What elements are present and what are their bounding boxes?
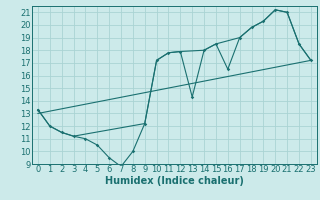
X-axis label: Humidex (Indice chaleur): Humidex (Indice chaleur) [105,176,244,186]
